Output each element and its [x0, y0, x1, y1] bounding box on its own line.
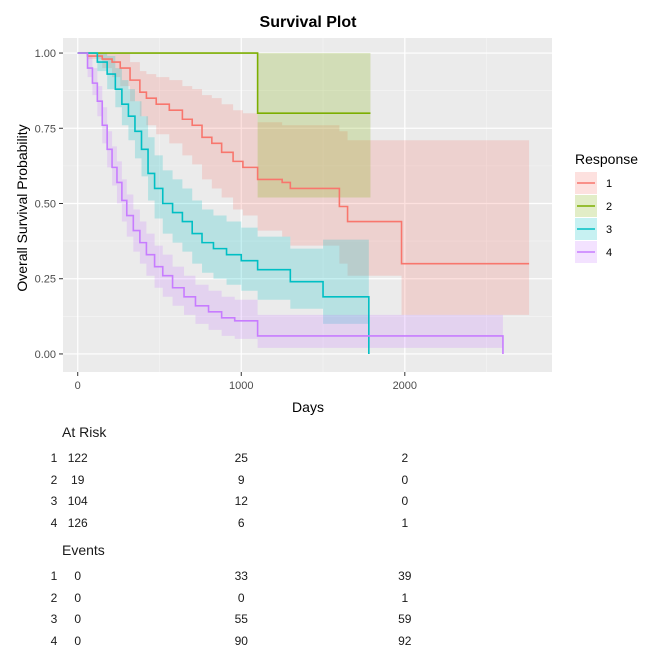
curve-series-2	[77, 52, 371, 115]
x-tick-label: 1000	[229, 380, 253, 392]
x-tick-label: 0	[75, 380, 81, 392]
table-cell: 0	[74, 633, 82, 648]
table-cell: 12	[234, 494, 248, 508]
table-cell: 0	[237, 590, 245, 605]
at-risk-title: At Risk	[62, 424, 107, 440]
curve-series-3	[77, 52, 370, 354]
x-tick-label: 2000	[393, 380, 417, 392]
legend-title: Response	[575, 151, 638, 167]
table-row-label: 4	[50, 515, 58, 530]
table-cell: 0	[74, 590, 82, 605]
table-row-label: 1	[50, 451, 58, 465]
y-axis: 0.00 0.25 0.50 0.75 1.00	[35, 48, 63, 361]
table-cell: 0	[74, 612, 82, 626]
grid-major	[63, 38, 552, 372]
table-cell: 25	[234, 451, 248, 465]
table-cell: 1	[401, 515, 409, 530]
table-cell: 0	[74, 569, 82, 583]
table-cell: 90	[234, 633, 248, 648]
y-tick-label: 1.00	[35, 48, 56, 60]
y-tick-label: 0.25	[35, 274, 56, 286]
x-axis: 0 1000 2000	[75, 372, 417, 392]
table-cell: 1	[401, 590, 409, 605]
table-row-label: 3	[50, 612, 58, 626]
y-tick-label: 0.00	[35, 349, 56, 361]
y-tick-label: 0.75	[35, 123, 56, 135]
legend-label-2: 2	[606, 201, 612, 213]
ribbon-series-4	[77, 53, 503, 348]
legend: Response 1 2 3 4	[575, 151, 638, 263]
curve-series-4	[77, 52, 504, 354]
table-cell: 104	[67, 494, 88, 508]
table-row-label: 3	[50, 494, 58, 508]
table-cell: 6	[237, 515, 245, 530]
table-cell: 0	[401, 472, 409, 487]
table-cell: 0	[401, 494, 409, 508]
table-cell: 122	[67, 451, 88, 465]
x-axis-label: Days	[292, 399, 324, 415]
events-title: Events	[62, 542, 105, 558]
legend-keys: 1 2 3 4	[575, 172, 612, 263]
table-cell: 2	[401, 451, 409, 465]
legend-label-1: 1	[606, 178, 612, 190]
y-axis-label: Overall Survival Probability	[14, 124, 30, 291]
ribbon-series-2	[77, 53, 371, 198]
table-row-label: 4	[50, 633, 58, 648]
legend-label-4: 4	[606, 247, 612, 259]
survival-curves	[77, 52, 530, 354]
table-cell: 19	[71, 472, 85, 487]
curve-series-1	[77, 52, 530, 265]
grid-minor	[63, 38, 552, 372]
chart-title: Survival Plot	[260, 14, 358, 31]
table-cell: 59	[398, 612, 412, 626]
legend-label-3: 3	[606, 224, 612, 236]
table-cell: 39	[398, 569, 412, 583]
survival-plot: Survival Plot 0.00 0.25 0.50 0.75 1.00 0 1000…	[14, 14, 638, 415]
table-row-label: 2	[50, 472, 58, 487]
table-cell: 92	[398, 633, 412, 648]
table-row-label: 2	[50, 590, 58, 605]
table-cell: 33	[234, 569, 248, 583]
table-cell: 126	[67, 515, 88, 530]
table-cell: 9	[237, 472, 245, 487]
table-row-label: 1	[50, 569, 58, 583]
ribbon-series-3	[77, 53, 369, 324]
y-tick-label: 0.50	[35, 198, 56, 210]
table-cell: 55	[234, 612, 248, 626]
